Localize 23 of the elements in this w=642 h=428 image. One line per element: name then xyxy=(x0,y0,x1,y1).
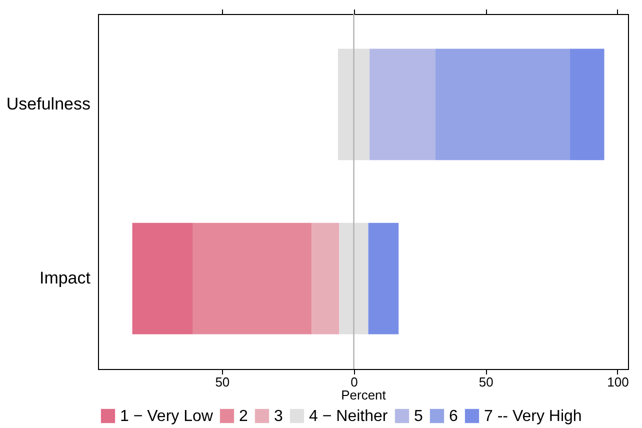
legend-label: 7 -- Very High xyxy=(484,408,582,425)
x-axis-title: Percent xyxy=(341,388,386,402)
legend-label: 5 xyxy=(414,408,423,425)
y-tick-label: Usefulness xyxy=(6,94,90,114)
bar xyxy=(436,48,570,160)
x-tick-label: 50 xyxy=(215,374,230,390)
legend-label: 6 xyxy=(449,408,458,425)
bar xyxy=(368,222,399,334)
bar xyxy=(132,222,193,334)
bar xyxy=(338,48,370,160)
legend-label: 3 xyxy=(274,408,283,425)
legend-label: 2 xyxy=(239,408,248,425)
bar xyxy=(339,222,368,334)
bar xyxy=(192,222,312,334)
x-tick-label: 100 xyxy=(607,374,629,390)
legend-label: 4 − Neither xyxy=(309,408,388,425)
bar xyxy=(370,48,436,160)
x-tick-label: 0 xyxy=(350,374,358,390)
bar xyxy=(312,222,340,334)
x-tick-label: 50 xyxy=(478,374,494,390)
bar xyxy=(570,48,604,160)
y-tick-label: Impact xyxy=(39,268,91,288)
legend-label: 1 − Very Low xyxy=(120,408,214,425)
